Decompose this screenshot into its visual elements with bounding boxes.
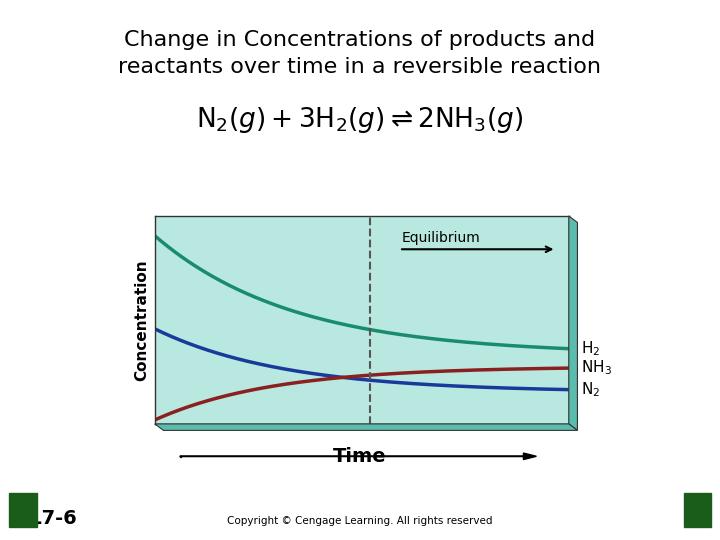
Text: Equilibrium: Equilibrium: [401, 231, 480, 245]
Text: 17-6: 17-6: [29, 509, 78, 528]
Text: 6: 6: [688, 511, 698, 526]
Text: $\mathsf{NH_3}$: $\mathsf{NH_3}$: [581, 359, 612, 377]
Text: Change in Concentrations of products and: Change in Concentrations of products and: [125, 30, 595, 50]
Text: $\mathsf{N_2}$: $\mathsf{N_2}$: [581, 380, 600, 399]
Text: $\mathsf{N_2(}$$\mathit{g}$$\mathsf{) + 3H_2(}$$\mathit{g}$$\mathsf{) \rightleft: $\mathsf{N_2(}$$\mathit{g}$$\mathsf{) + …: [197, 105, 523, 136]
Text: Copyright © Cengage Learning. All rights reserved: Copyright © Cengage Learning. All rights…: [228, 516, 492, 526]
Text: reactants over time in a reversible reaction: reactants over time in a reversible reac…: [119, 57, 601, 77]
Text: Time: Time: [333, 447, 387, 466]
Y-axis label: Concentration: Concentration: [134, 259, 149, 381]
Text: $\mathsf{H_2}$: $\mathsf{H_2}$: [581, 339, 600, 358]
